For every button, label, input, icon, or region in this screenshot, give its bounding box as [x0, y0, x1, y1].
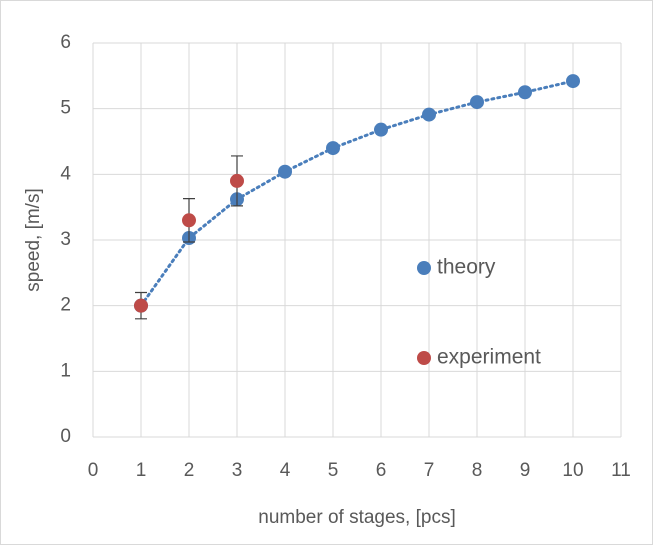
data-point: [422, 107, 436, 122]
data-point: [566, 74, 580, 89]
y-tick-label: 0: [60, 426, 71, 447]
data-point: [374, 122, 388, 137]
y-tick-label: 6: [60, 32, 71, 53]
y-tick-label: 2: [60, 295, 71, 316]
x-tick-label: 5: [328, 460, 339, 481]
x-tick-label: 10: [562, 460, 583, 481]
data-point: [326, 141, 340, 156]
data-point: [278, 164, 292, 179]
y-tick-label: 4: [60, 163, 71, 184]
x-tick-label: 3: [232, 460, 243, 481]
x-tick-label: 2: [184, 460, 195, 481]
x-tick-label: 7: [424, 460, 435, 481]
data-point: [470, 95, 484, 110]
x-tick-label: 8: [472, 460, 483, 481]
legend-marker: [417, 261, 431, 275]
data-point: [518, 85, 532, 100]
x-tick-label: 4: [280, 460, 291, 481]
x-tick-label: 0: [88, 460, 99, 481]
y-tick-label: 1: [60, 360, 71, 381]
x-tick-label: 6: [376, 460, 387, 481]
x-tick-label: 1: [136, 460, 147, 481]
x-tick-label: 11: [611, 460, 631, 481]
trend-line: [139, 79, 575, 308]
y-tick-label: 3: [60, 229, 71, 250]
legend-label: theory: [437, 256, 496, 279]
x-axis-label: number of stages, [pcs]: [258, 507, 456, 528]
data-point: [230, 173, 244, 188]
y-axis-label: speed, [m/s]: [23, 188, 44, 292]
y-tick-label: 5: [60, 98, 71, 119]
x-tick-label: 9: [520, 460, 531, 481]
data-point: [134, 298, 148, 313]
legend-marker: [417, 351, 431, 365]
legend-label: experiment: [437, 346, 541, 369]
data-point: [182, 213, 196, 228]
